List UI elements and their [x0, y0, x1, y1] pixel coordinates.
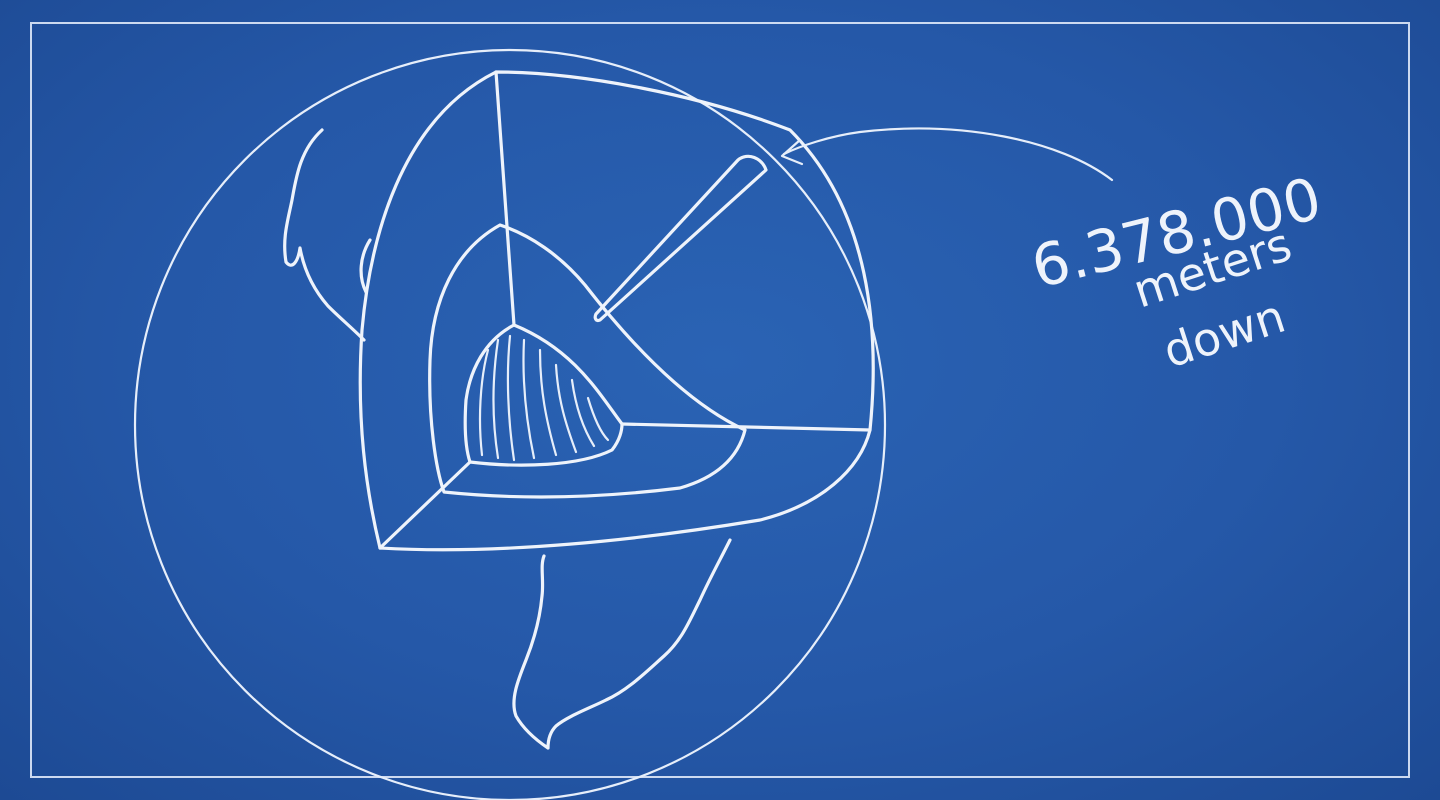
inner-core: [463, 323, 624, 467]
blueprint-frame: [30, 22, 1410, 778]
continent-north-america: [283, 128, 372, 342]
core-hatching: [478, 334, 610, 462]
globe-outline: [134, 49, 886, 800]
mantle-layer: [428, 223, 747, 499]
crust-wedge: [358, 70, 875, 552]
continent-south-america: [512, 538, 732, 750]
drill-shaft: [593, 154, 768, 323]
arrow-head-icon: [780, 138, 804, 166]
wedge-cut-lines: [378, 70, 872, 550]
annotation-arrow: [782, 127, 1114, 182]
